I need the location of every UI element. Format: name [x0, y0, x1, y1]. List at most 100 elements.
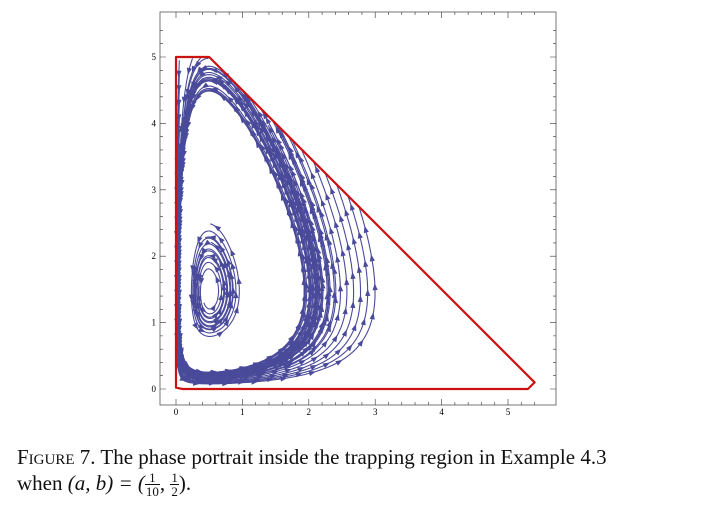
y-tick-label-3: 3 — [152, 185, 157, 195]
stream-arrow — [287, 354, 296, 361]
stream-arrow — [308, 349, 316, 356]
trapping-region — [174, 55, 536, 391]
stream-arrow — [201, 247, 207, 255]
stream-arrow — [219, 95, 228, 102]
stream-arrow — [262, 111, 269, 120]
stream-arrow — [260, 119, 267, 127]
stream-arrow — [297, 367, 305, 373]
stream-arrow — [212, 311, 219, 319]
caption-params: (a, b) = ( — [67, 471, 145, 495]
stream-arrow — [197, 66, 204, 74]
stream-arrow — [322, 362, 330, 369]
stream-arrow — [243, 101, 250, 110]
stream-arrow — [309, 365, 318, 371]
x-tick-label-3: 3 — [373, 407, 378, 417]
stream-arrow — [300, 191, 305, 199]
stream-arrow — [310, 340, 317, 349]
stream-arrow — [305, 320, 310, 328]
stream-arrow — [315, 283, 321, 291]
stream-arrow — [312, 312, 318, 320]
stream-arrow — [350, 301, 356, 309]
stream-arrow — [357, 294, 363, 302]
stream-arrow — [363, 225, 369, 234]
stream-arrow — [277, 363, 285, 369]
stream-arrow — [309, 206, 315, 215]
stream-arrow — [225, 290, 231, 298]
stream-arrow — [244, 94, 251, 102]
tick-marks — [160, 12, 556, 405]
stream-arrow — [294, 224, 300, 232]
stream-arrow — [331, 334, 338, 343]
stream-arrow — [288, 152, 294, 160]
stream-arrow — [185, 88, 191, 97]
stream-arrow — [177, 176, 183, 184]
stream-arrow — [332, 296, 339, 304]
stream-arrow — [340, 249, 346, 257]
stream-arrow — [245, 118, 252, 127]
stream-arrow — [335, 359, 343, 366]
stream-arrow — [310, 345, 318, 353]
stream-arrow — [188, 294, 194, 302]
stream-arrow — [195, 60, 202, 69]
stream-arrow — [352, 237, 357, 245]
stream-arrow — [295, 189, 301, 197]
stream-arrow — [187, 104, 193, 112]
stream-arrow — [302, 293, 308, 301]
stream-arrow — [199, 306, 207, 313]
stream-arrow — [219, 245, 226, 253]
stream-arrow — [223, 319, 230, 327]
stream-arrow — [299, 179, 305, 187]
stream-arrow — [230, 286, 236, 294]
stream-lines — [174, 57, 378, 387]
x-tick-label-5: 5 — [506, 407, 511, 417]
y-tick-label-5: 5 — [152, 52, 157, 62]
stream-arrow — [332, 266, 338, 275]
stream-arrow — [369, 254, 375, 262]
stream-arrow — [277, 351, 285, 358]
stream-arrow — [201, 65, 209, 72]
stream-arrow — [312, 245, 318, 253]
stream-arrow — [344, 278, 350, 286]
stream-arrow — [346, 243, 352, 251]
stream-arrow — [357, 339, 364, 347]
stream-arrow — [295, 322, 301, 330]
stream-arrow — [291, 344, 299, 352]
figure-caption: Figure 7. The phase portrait inside the … — [17, 445, 607, 499]
stream-arrow — [259, 126, 265, 134]
stream-arrow — [249, 371, 258, 377]
stream-arrow — [304, 281, 310, 289]
stream-arrow — [192, 279, 198, 287]
stream-arrow — [263, 154, 270, 162]
stream-arrow — [318, 304, 325, 313]
stream-arrow — [193, 380, 201, 386]
x-tick-label-1: 1 — [240, 407, 245, 417]
stream-arrow — [221, 262, 227, 270]
stream-arrow — [272, 160, 278, 169]
stream-arrow — [298, 339, 306, 347]
stream-arrow — [346, 344, 353, 352]
stream-arrow — [243, 109, 250, 118]
stream-arrow — [315, 165, 321, 174]
stream-arrow — [234, 96, 241, 104]
trapping-region-boundary — [174, 55, 536, 391]
stream-arrow — [334, 220, 340, 229]
stream-arrow — [316, 246, 322, 255]
stream-arrow — [216, 307, 222, 316]
stream-arrow — [259, 134, 265, 143]
stream-arrow — [320, 199, 326, 207]
stream-arrow — [306, 344, 313, 351]
stream-arrow — [213, 225, 222, 232]
stream-arrow — [297, 198, 303, 206]
stream-arrow — [197, 236, 203, 244]
stream-arrow — [288, 164, 295, 172]
stream-arrow — [224, 87, 232, 95]
stream-line — [177, 57, 328, 379]
stream-arrow — [190, 299, 196, 307]
stream-arrow — [226, 77, 234, 85]
stream-arrow — [306, 271, 312, 279]
stream-arrow — [310, 291, 317, 299]
stream-arrow — [318, 321, 324, 329]
stream-arrow — [192, 322, 199, 330]
stream-arrow — [334, 313, 340, 321]
stream-arrow — [198, 70, 206, 78]
